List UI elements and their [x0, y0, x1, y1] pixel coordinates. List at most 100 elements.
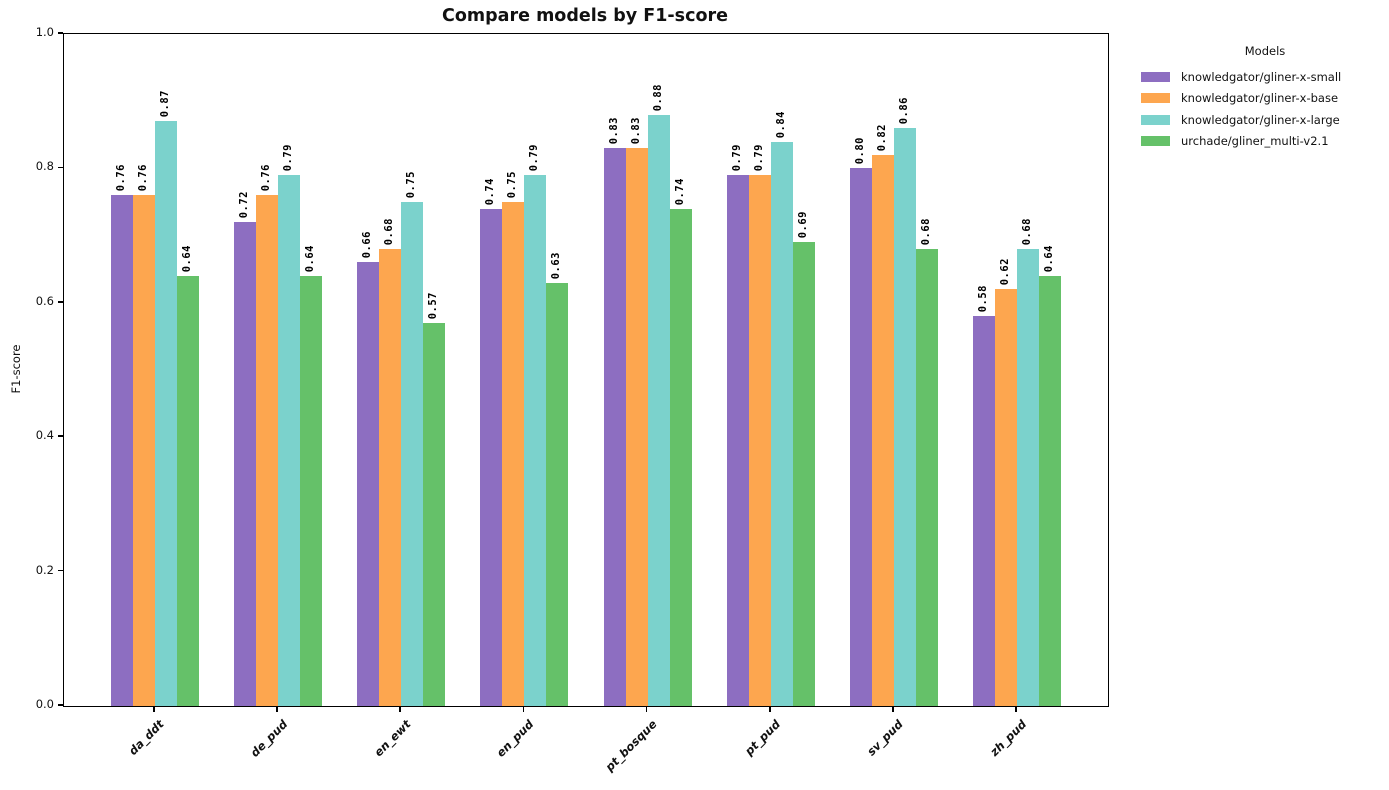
- legend-swatch: [1141, 114, 1170, 125]
- y-tick-label: 1.0: [35, 25, 54, 39]
- bar-sv_pud-series-0: [849, 168, 872, 706]
- bar-de_pud-series-1: [256, 195, 279, 706]
- bar-de_pud-series-0: [234, 222, 257, 706]
- bar-da_ddt-series-3: [177, 276, 199, 706]
- y-axis-label: F1-score: [9, 344, 23, 394]
- bar-en_pud-series-1: [502, 202, 525, 706]
- bar-en_ewt-series-2: [401, 202, 424, 706]
- bar-zh_pud-series-3: [1039, 276, 1061, 706]
- bar-value-label: 0.69: [796, 210, 809, 238]
- bar-pt_bosque-series-1: [625, 148, 648, 706]
- bar-value-label: 0.82: [875, 123, 888, 151]
- bar-value-label: 0.80: [853, 136, 866, 164]
- bar-value-label: 0.64: [304, 244, 317, 272]
- bar-value-label: 0.62: [999, 257, 1011, 285]
- legend-item: knowledgator/gliner-x-large: [1141, 109, 1389, 131]
- bar-value-label: 0.79: [282, 143, 295, 171]
- y-tick-label: 0.2: [35, 562, 54, 577]
- plot-area: 0.76 0.76 0.87 0.64 0.72 0.76 0.79 0.64 0.66 0.68…: [63, 33, 1109, 707]
- y-tick-mark: [58, 704, 63, 706]
- y-tick-mark: [58, 435, 63, 437]
- bar-value-label: 0.75: [506, 170, 519, 198]
- legend-items: knowledgator/gliner-x-small knowledgator/…: [1141, 66, 1389, 152]
- x-tick-label: da_ddt: [126, 717, 167, 758]
- bar-value-label: 0.74: [673, 177, 686, 205]
- bar-value-label: 0.68: [1021, 217, 1033, 245]
- x-tick-mark: [522, 707, 525, 712]
- bar-value-label: 0.86: [897, 96, 910, 124]
- legend-item: urchade/gliner_multi-v2.1: [1141, 131, 1389, 153]
- y-tick-label: 0.4: [35, 428, 54, 443]
- bar-sv_pud-series-2: [893, 128, 916, 706]
- bar-zh_pud-series-0: [973, 316, 995, 706]
- bar-en_ewt-series-1: [379, 249, 402, 706]
- bar-en_ewt-series-0: [357, 262, 380, 706]
- bar-value-label: 0.83: [629, 116, 642, 144]
- y-tick-label: 0.6: [35, 293, 54, 308]
- bar-value-label: 0.79: [752, 143, 765, 171]
- bar-value-label: 0.64: [1043, 244, 1055, 272]
- bar-pt_pud-series-3: [792, 242, 815, 706]
- x-tick-mark: [1015, 707, 1017, 712]
- legend-item: knowledgator/gliner-x-small: [1141, 66, 1389, 88]
- bar-value-label: 0.57: [427, 291, 440, 319]
- bar-de_pud-series-3: [300, 276, 323, 706]
- y-tick-label: 0.8: [35, 159, 54, 174]
- legend-title: Models: [1244, 44, 1286, 58]
- legend-swatch: [1141, 71, 1170, 82]
- bar-da_ddt-series-1: [133, 195, 155, 706]
- chart-title: Compare models by F1-score: [442, 6, 728, 26]
- bar-value-label: 0.66: [361, 230, 374, 258]
- bar-de_pud-series-2: [278, 175, 301, 706]
- bar-pt_pud-series-1: [748, 175, 771, 706]
- bar-value-label: 0.88: [651, 83, 664, 111]
- bar-pt_pud-series-2: [770, 142, 793, 706]
- y-tick-mark: [58, 301, 63, 303]
- x-tick-mark: [276, 707, 278, 712]
- bar-value-label: 0.58: [977, 284, 989, 312]
- bar-value-label: 0.63: [550, 251, 563, 279]
- bar-sv_pud-series-3: [915, 249, 938, 706]
- bar-value-label: 0.79: [528, 143, 541, 171]
- legend-item-label: urchade/gliner_multi-v2.1: [1181, 134, 1329, 149]
- x-tick-label: en_pud: [493, 717, 537, 760]
- x-tick-mark: [645, 707, 648, 712]
- bar-value-label: 0.75: [405, 170, 418, 198]
- x-tick-mark: [153, 707, 155, 712]
- bar-value-label: 0.68: [919, 217, 932, 245]
- bar-pt_bosque-series-2: [647, 115, 670, 706]
- y-tick-mark: [58, 32, 63, 34]
- x-tick-label: sv_pud: [864, 717, 906, 759]
- bar-zh_pud-series-2: [1017, 249, 1039, 706]
- x-tick-label: pt_pud: [741, 717, 783, 759]
- x-tick-mark: [399, 707, 402, 712]
- x-tick-label: en_ewt: [371, 717, 414, 760]
- bar-value-label: 0.64: [181, 244, 193, 272]
- x-tick-mark: [768, 707, 771, 712]
- bar-value-label: 0.79: [730, 143, 743, 171]
- bar-pt_bosque-series-0: [603, 148, 626, 706]
- bar-en_ewt-series-3: [423, 323, 446, 706]
- legend-item-label: knowledgator/gliner-x-small: [1181, 69, 1342, 84]
- bar-value-label: 0.76: [115, 163, 127, 191]
- x-tick-mark: [892, 707, 894, 712]
- bar-value-label: 0.87: [159, 89, 171, 117]
- legend-item-label: knowledgator/gliner-x-base: [1181, 91, 1339, 106]
- bar-value-label: 0.72: [238, 190, 251, 218]
- bar-value-label: 0.68: [383, 217, 396, 245]
- bar-da_ddt-series-2: [155, 121, 177, 706]
- bar-en_pud-series-0: [480, 209, 503, 706]
- bar-value-label: 0.74: [484, 177, 497, 205]
- x-tick-label: pt_bosque: [602, 717, 660, 775]
- y-tick-mark: [58, 166, 63, 169]
- legend-item-label: knowledgator/gliner-x-large: [1181, 112, 1340, 127]
- x-tick-label: zh_pud: [986, 717, 1029, 759]
- bar-value-label: 0.76: [260, 163, 273, 191]
- y-tick-label: 0.0: [35, 697, 54, 711]
- bar-pt_pud-series-0: [726, 175, 749, 706]
- bar-pt_bosque-series-3: [669, 209, 692, 706]
- bar-value-label: 0.76: [137, 163, 149, 191]
- legend-swatch: [1141, 93, 1170, 104]
- y-tick-mark: [58, 569, 63, 572]
